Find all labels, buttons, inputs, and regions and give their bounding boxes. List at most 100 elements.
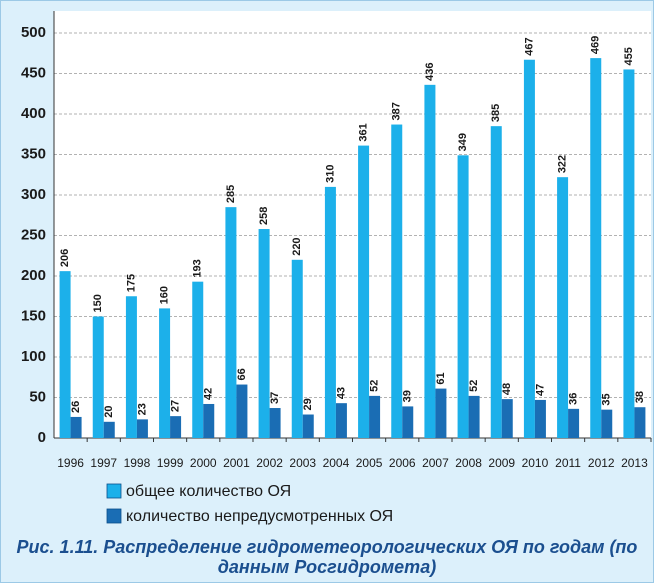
y-tick-label: 300 <box>21 186 46 203</box>
value-label: 27 <box>169 400 181 412</box>
value-label: 455 <box>623 47 635 65</box>
x-tick-label: 2006 <box>389 456 416 470</box>
bar <box>92 316 104 438</box>
bar <box>203 403 215 438</box>
value-label: 42 <box>203 388 215 400</box>
bar <box>590 58 602 439</box>
bar <box>324 186 336 438</box>
x-tick-label: 2005 <box>356 456 383 470</box>
y-tick-label: 350 <box>21 145 46 162</box>
bar <box>269 408 281 438</box>
bar <box>192 281 204 438</box>
y-tick-label: 400 <box>21 105 46 122</box>
bar <box>335 403 347 438</box>
value-label: 258 <box>258 207 270 225</box>
x-tick-label: 1997 <box>90 456 117 470</box>
value-label: 193 <box>192 259 204 277</box>
value-label: 47 <box>534 384 546 396</box>
legend-swatch <box>106 508 122 524</box>
bar <box>490 126 502 439</box>
bar <box>568 408 580 438</box>
value-label: 36 <box>567 393 579 405</box>
value-label: 361 <box>357 123 369 141</box>
value-label: 52 <box>368 380 380 392</box>
bar <box>501 399 513 438</box>
value-label: 48 <box>501 383 513 395</box>
bar <box>369 395 381 438</box>
bar <box>236 384 248 438</box>
value-label: 285 <box>225 185 237 203</box>
bar <box>457 155 469 438</box>
bar <box>302 414 314 438</box>
bar <box>634 407 646 438</box>
bar <box>59 271 71 438</box>
y-tick-label: 100 <box>21 348 46 365</box>
y-tick-label: 200 <box>21 267 46 284</box>
x-tick-label: 2007 <box>422 456 449 470</box>
bar <box>424 84 436 438</box>
value-label: 206 <box>59 249 71 267</box>
value-label: 385 <box>490 104 502 122</box>
value-label: 26 <box>70 401 82 413</box>
bar <box>159 308 171 438</box>
value-label: 436 <box>424 62 436 80</box>
bar <box>225 207 237 438</box>
bar <box>136 419 148 438</box>
y-tick-label: 50 <box>29 388 46 405</box>
legend-label: количество непредусмотренных ОЯ <box>126 508 393 525</box>
value-label: 20 <box>103 406 115 418</box>
bar <box>402 406 414 438</box>
x-tick-label: 2010 <box>522 456 549 470</box>
bar <box>291 259 303 438</box>
value-label: 310 <box>324 165 336 183</box>
value-label: 23 <box>136 403 148 415</box>
bar <box>435 388 447 438</box>
x-tick-label: 2002 <box>256 456 283 470</box>
value-label: 29 <box>302 398 314 410</box>
x-tick-label: 2000 <box>190 456 217 470</box>
bar <box>170 416 182 438</box>
bar <box>601 409 613 438</box>
value-label: 150 <box>92 294 104 312</box>
x-tick-label: 1998 <box>124 456 151 470</box>
bar <box>557 177 569 438</box>
value-label: 175 <box>125 274 137 292</box>
x-tick-label: 2011 <box>555 456 581 470</box>
value-label: 61 <box>435 372 447 384</box>
value-label: 38 <box>634 391 646 403</box>
value-label: 43 <box>335 387 347 399</box>
legend-swatch <box>106 483 122 499</box>
bar <box>534 399 546 438</box>
y-tick-label: 150 <box>21 307 46 324</box>
y-tick-label: 250 <box>21 226 46 243</box>
bar <box>468 395 480 438</box>
bar <box>623 69 635 438</box>
x-tick-label: 2012 <box>588 456 615 470</box>
y-tick-label: 0 <box>38 429 46 446</box>
value-label: 35 <box>601 393 613 405</box>
bar <box>70 416 82 438</box>
value-label: 39 <box>402 390 414 402</box>
value-label: 52 <box>468 380 480 392</box>
bar <box>523 59 535 438</box>
bar <box>103 421 115 438</box>
value-label: 160 <box>158 286 170 304</box>
bar <box>258 229 270 438</box>
x-tick-label: 1999 <box>157 456 184 470</box>
plot-area <box>54 11 651 438</box>
x-tick-label: 2013 <box>621 456 648 470</box>
value-label: 349 <box>457 133 469 151</box>
value-label: 469 <box>590 36 602 54</box>
value-label: 467 <box>523 37 535 55</box>
y-tick-label: 500 <box>21 24 46 41</box>
legend-label: общее количество ОЯ <box>126 483 291 500</box>
value-label: 66 <box>236 368 248 380</box>
x-tick-label: 2008 <box>455 456 482 470</box>
bar <box>358 145 370 438</box>
x-tick-label: 2004 <box>323 456 350 470</box>
value-label: 37 <box>269 392 281 404</box>
value-label: 322 <box>556 155 568 173</box>
bar <box>391 124 403 438</box>
